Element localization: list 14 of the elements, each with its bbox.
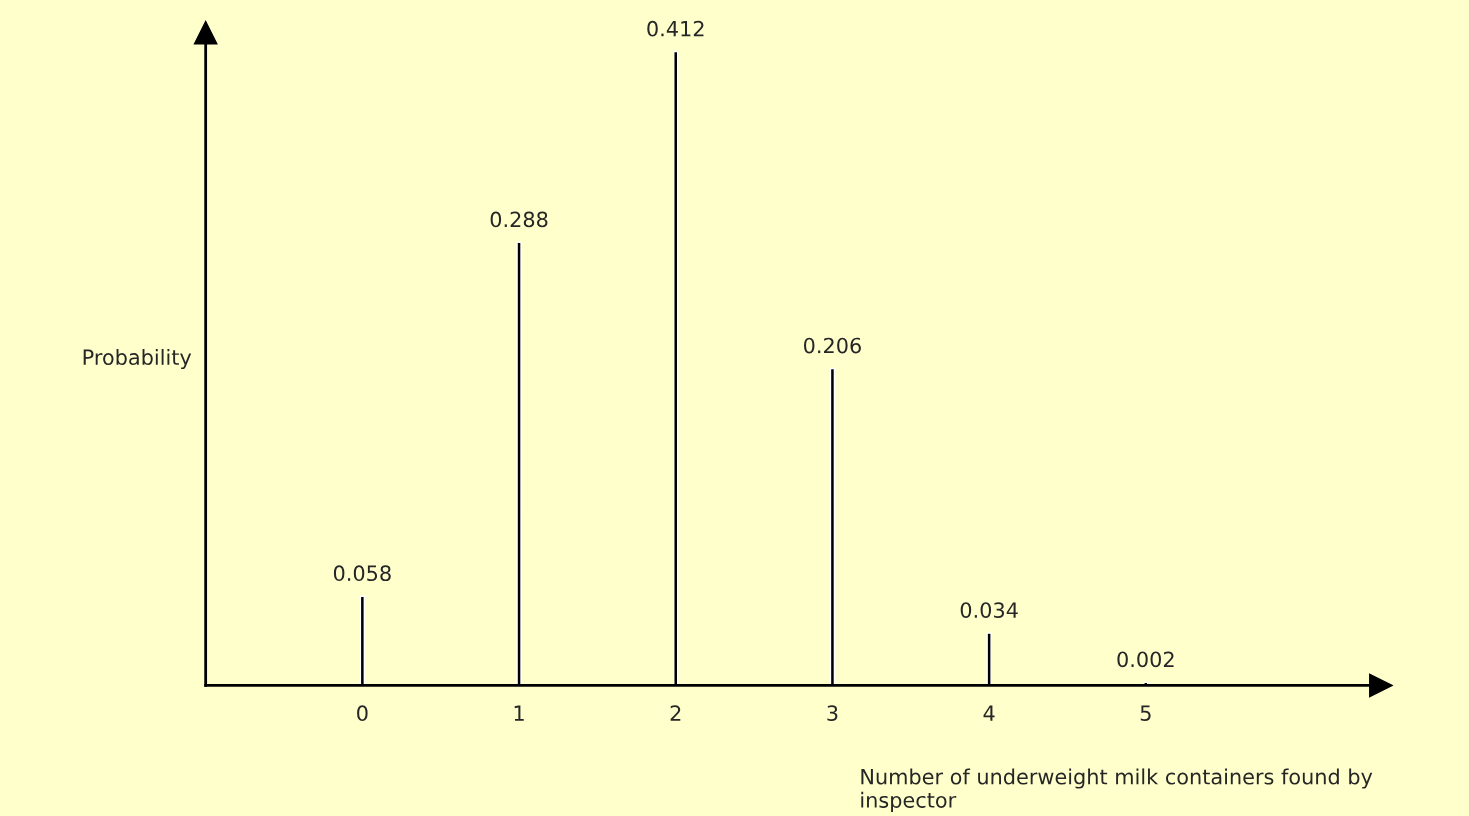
data-label: 0.288 — [490, 211, 548, 228]
x-tick-label: 4 — [983, 705, 995, 721]
x-tick-label: 5 — [1140, 705, 1151, 722]
y-axis-title: Probability — [83, 348, 192, 370]
x-tick-label: 0 — [357, 705, 368, 722]
x-tick-label: 3 — [827, 705, 838, 722]
data-label: 0.206 — [803, 337, 861, 354]
data-label: 0.034 — [960, 602, 1018, 618]
x-axis-title: Number of underweight milk containers found by inspector — [861, 768, 1373, 812]
x-tick-label: 2 — [670, 705, 681, 721]
data-label: 0.002 — [1117, 651, 1174, 668]
data-label: 0.412 — [647, 20, 704, 37]
data-label: 0.058 — [333, 565, 391, 582]
x-tick-label: 1 — [514, 705, 524, 721]
